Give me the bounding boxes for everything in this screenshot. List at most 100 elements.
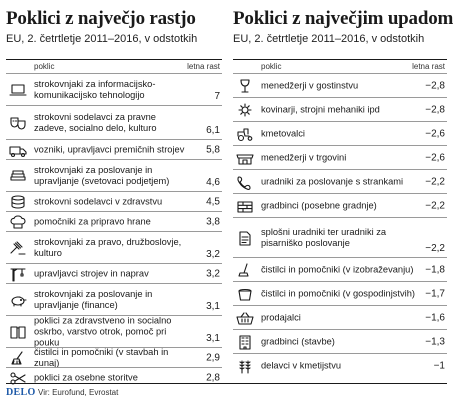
table-row: kovinarji, strojni mehaniki ipd −2,8: [233, 97, 447, 121]
table-row: menedžerji v gostinstvu −2,8: [233, 73, 447, 97]
row-value: 7: [214, 91, 220, 102]
table-row: delavci v kmetijstvu −1: [233, 353, 447, 377]
left-col-label: poklic: [34, 62, 55, 71]
row-label: poklici za osebne storitve: [34, 372, 138, 382]
right-table: poklic letna rast menedžerji v gostinstv…: [233, 59, 447, 377]
table-row: kmetovalci −2,6: [233, 121, 447, 145]
right-rows: menedžerji v gostinstvu −2,8 kovinarji, st…: [233, 73, 447, 377]
table-row: čistilci in pomočniki (v izobraževanju) −…: [233, 257, 447, 281]
row-label: gradbinci (stavbe): [261, 336, 335, 346]
shopping-basket-icon: [235, 310, 255, 326]
book-icon: [8, 324, 28, 340]
row-value: −2,6: [425, 128, 445, 139]
row-value: −1: [433, 360, 445, 371]
row-value: 3,2: [206, 268, 220, 279]
building-icon: [235, 334, 255, 350]
shop-icon: [235, 150, 255, 166]
row-value: 6,1: [206, 125, 220, 136]
table-row: uradniki za poslovanje s strankami −2,2: [233, 169, 447, 193]
table-row: strokovni sodelavci v zdravstvu 4,5: [6, 191, 222, 211]
table-row: strokovnjaki za pravo, družboslovje, kul…: [6, 231, 222, 263]
row-label: vozniki, upravljavci premičnih strojev: [34, 144, 185, 154]
table-row: vozniki, upravljavci premičnih strojev 5,…: [6, 139, 222, 159]
row-value: −1,6: [425, 312, 445, 323]
row-value: −1,8: [425, 264, 445, 275]
table-row: poklici za zdravstveno in socialno oskrb…: [6, 315, 222, 347]
row-label: menedžerji v trgovini: [261, 152, 347, 162]
row-value: −2,8: [425, 104, 445, 115]
left-rows: strokovnjaki za informacijsko-komunikaci…: [6, 73, 222, 387]
left-title: Poklici z največjo rastjo: [6, 8, 196, 29]
table-row: pomočniki za pripravo hrane 3,8: [6, 211, 222, 231]
document-icon: [235, 230, 255, 246]
row-label: delavci v kmetijstvu: [261, 360, 342, 370]
tractor-icon: [235, 126, 255, 142]
left-table-header: poklic letna rast: [6, 59, 222, 73]
right-panel: Poklici z največjim upadom EU, 2. četrtl…: [233, 0, 453, 374]
table-row: prodajalci −1,6: [233, 305, 447, 329]
row-label: strokovnjaki za informacijsko-komunikaci…: [34, 78, 156, 100]
theatre-masks-icon: [8, 115, 28, 131]
row-value: −2,6: [425, 152, 445, 163]
row-value: 3,2: [206, 249, 220, 260]
row-label: uradniki za poslovanje s strankami: [261, 176, 404, 186]
mop-icon: [235, 262, 255, 278]
right-subtitle: EU, 2. četrtletje 2011–2016, v odstotkih: [233, 33, 425, 45]
row-value: −2,8: [425, 80, 445, 91]
row-label: strokovni sodelavci za pravne zadeve, so…: [34, 111, 157, 133]
row-label: kmetovalci: [261, 128, 305, 138]
row-label: pomočniki za pripravo hrane: [34, 216, 151, 226]
row-label: strokovnjaki za poslovanje in upravljanj…: [34, 288, 153, 310]
row-label: prodajalci: [261, 312, 301, 322]
money-stack-icon: [8, 168, 28, 184]
source-note: Vir: Eurofund, Evrostat: [38, 388, 119, 397]
table-row: strokovni sodelavci za pravne zadeve, so…: [6, 105, 222, 139]
scissors-icon: [8, 370, 28, 386]
table-row: poklici za osebne storitve 2,8: [6, 367, 222, 387]
table-row: strokovnjaki za poslovanje in upravljanj…: [6, 283, 222, 315]
row-label: poklici za zdravstveno in socialno oskrb…: [34, 315, 172, 347]
gavel-icon: [8, 240, 28, 256]
chef-hat-icon: [8, 214, 28, 230]
wheat-icon: [235, 358, 255, 374]
row-label: čistilci in pomočniki (v stavbah in zuna…: [34, 346, 169, 368]
row-value: −2,2: [425, 200, 445, 211]
table-row: strokovnjaki za informacijsko-komunikaci…: [6, 73, 222, 105]
left-subtitle: EU, 2. četrtletje 2011–2016, v odstotkih: [6, 33, 198, 45]
left-panel: Poklici z največjo rastjo EU, 2. četrtle…: [6, 0, 222, 385]
right-table-header: poklic letna rast: [233, 59, 447, 73]
row-value: −1,7: [425, 288, 445, 299]
footer: DELO Vir: Eurofund, Evrostat: [6, 383, 447, 401]
left-table: poklic letna rast strokovnjaki za inform…: [6, 59, 222, 387]
row-label: splošni uradniki ter uradniki za pisarni…: [261, 226, 387, 248]
right-col-value: letna rast: [412, 62, 445, 71]
bucket-icon: [235, 286, 255, 302]
row-value: −1,3: [425, 336, 445, 347]
table-row: splošni uradniki ter uradniki za pisarni…: [233, 217, 447, 257]
row-label: čistilci in pomočniki (v izobraževanju): [261, 264, 414, 274]
bricks-icon: [235, 198, 255, 214]
row-label: strokovnjaki za pravo, družboslovje, kul…: [34, 236, 182, 258]
row-label: čistilci in pomočniki (v gospodinjstvih): [261, 288, 415, 298]
row-value: 2,8: [206, 372, 220, 383]
row-value: 4,5: [206, 196, 220, 207]
table-row: čistilci in pomočniki (v stavbah in zuna…: [6, 346, 222, 368]
row-label: upravljavci strojev in naprav: [34, 268, 149, 278]
right-col-label: poklic: [261, 62, 282, 71]
crane-icon: [8, 266, 28, 282]
phone-icon: [235, 174, 255, 190]
row-label: gradbinci (posebne gradnje): [261, 200, 377, 210]
table-row: strokovnjaki za poslovanje in upravljanj…: [6, 159, 222, 191]
row-value: 3,1: [206, 301, 220, 312]
laptop-icon: [8, 82, 28, 98]
row-label: strokovni sodelavci v zdravstvu: [34, 196, 163, 206]
table-row: menedžerji v trgovini −2,6: [233, 145, 447, 169]
right-title: Poklici z največjim upadom: [233, 8, 453, 29]
row-label: kovinarji, strojni mehaniki ipd: [261, 104, 380, 114]
coins-icon: [8, 194, 28, 210]
gear-icon: [235, 102, 255, 118]
table-row: čistilci in pomočniki (v gospodinjstvih)…: [233, 281, 447, 305]
row-value: 3,8: [206, 216, 220, 227]
table-row: gradbinci (stavbe) −1,3: [233, 329, 447, 353]
row-value: 2,9: [206, 352, 220, 363]
